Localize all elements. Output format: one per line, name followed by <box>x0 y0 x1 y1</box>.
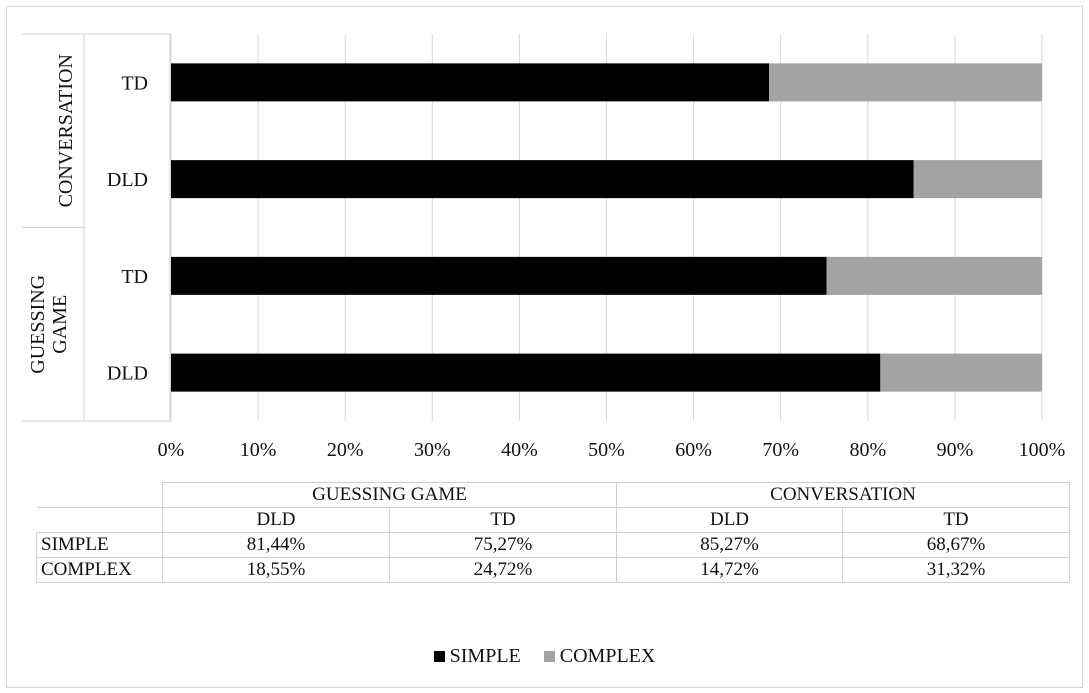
bars <box>171 63 1042 392</box>
table-cell: 14,72% <box>616 557 843 583</box>
table-cell: 24,72% <box>389 557 617 583</box>
category-label: DLD <box>107 363 148 385</box>
table-subheader: DLD <box>616 507 843 533</box>
table-group-header-row: GUESSING GAME CONVERSATION <box>36 482 1070 508</box>
table-subheader: TD <box>389 507 617 533</box>
bar-segment-simple <box>171 160 914 199</box>
group-label: GUESSING <box>27 275 49 374</box>
bar-segment-complex <box>880 353 1042 392</box>
stacked-bar-chart: DLD TD DLD TD GUESSING GAME CONVERSATION 0% 10… <box>22 33 1066 461</box>
chart-frame <box>6 6 1083 688</box>
table-subheader: DLD <box>162 507 390 533</box>
group-labels: GUESSING GAME CONVERSATION <box>27 54 77 374</box>
legend-item-simple: SIMPLE <box>433 645 521 668</box>
x-tick-label: 60% <box>675 439 712 461</box>
table-cell: 85,27% <box>616 532 843 558</box>
bar-segment-complex <box>913 160 1042 199</box>
group-label: CONVERSATION <box>55 54 77 207</box>
category-label: DLD <box>107 169 148 191</box>
category-label: TD <box>121 266 148 288</box>
table-cell: 68,67% <box>842 532 1070 558</box>
x-tick-label: 70% <box>762 439 799 461</box>
table-cell: 81,44% <box>162 532 390 558</box>
x-tick-label: 100% <box>1019 439 1066 461</box>
table-corner <box>36 507 163 533</box>
x-tick-label: 10% <box>240 439 277 461</box>
x-tick-label: 50% <box>588 439 625 461</box>
data-table: GUESSING GAME CONVERSATION DLD TD DLD TD… <box>36 482 1070 583</box>
category-labels: DLD TD DLD TD <box>107 72 148 384</box>
table-row-label: SIMPLE <box>36 532 163 558</box>
bar-segment-simple <box>171 256 827 295</box>
x-tick-labels: 0% 10% 20% 30% 40% 50% 60% 70% 80% 90% 100% <box>158 439 1066 461</box>
category-label: TD <box>121 72 148 94</box>
legend-label: SIMPLE <box>449 645 521 667</box>
bar-segment-simple <box>171 353 881 392</box>
x-tick-label: 80% <box>849 439 886 461</box>
x-tick-label: 90% <box>937 439 974 461</box>
table-subheader: TD <box>842 507 1070 533</box>
legend: SIMPLE COMPLEX <box>0 645 1089 668</box>
table-corner <box>36 482 163 508</box>
legend-swatch-complex <box>543 651 555 662</box>
x-tick-label: 30% <box>414 439 451 461</box>
table-cell: 75,27% <box>389 532 617 558</box>
group-label: GAME <box>49 295 71 354</box>
legend-item-complex: COMPLEX <box>543 645 656 668</box>
table-row-label: COMPLEX <box>36 557 163 583</box>
legend-swatch-simple <box>433 651 445 662</box>
legend-label: COMPLEX <box>559 645 656 667</box>
category-axis <box>22 33 171 422</box>
table-row: SIMPLE 81,44% 75,27% 85,27% 68,67% <box>36 532 1070 558</box>
table-subheader-row: DLD TD DLD TD <box>36 507 1070 533</box>
table-group-header: GUESSING GAME <box>162 482 617 508</box>
table-cell: 31,32% <box>842 557 1070 583</box>
x-tick-label: 40% <box>501 439 538 461</box>
table-cell: 18,55% <box>162 557 390 583</box>
bar-segment-complex <box>769 63 1042 102</box>
table-row: COMPLEX 18,55% 24,72% 14,72% 31,32% <box>36 557 1070 583</box>
bar-segment-complex <box>826 256 1042 295</box>
x-tick-label: 0% <box>158 439 185 461</box>
table-group-header: CONVERSATION <box>616 482 1070 508</box>
x-tick-label: 20% <box>327 439 364 461</box>
bar-segment-simple <box>171 63 770 102</box>
